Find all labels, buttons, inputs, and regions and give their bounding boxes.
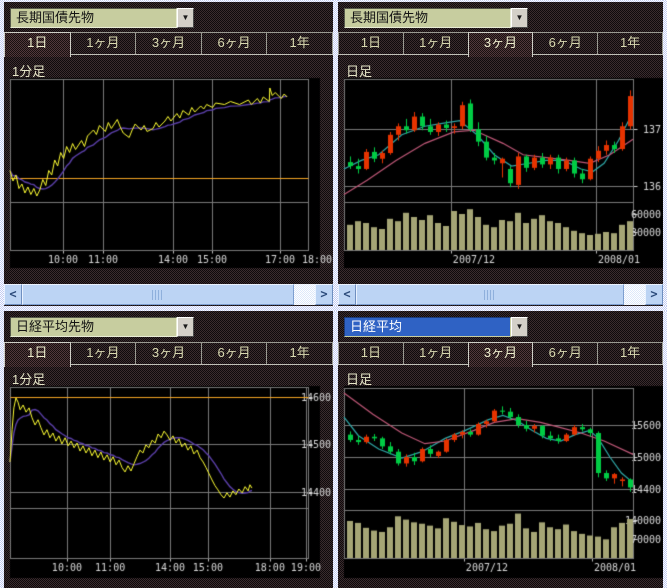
frame-edge-right [663, 0, 667, 588]
scrollbar-thumb[interactable] [356, 284, 624, 305]
tab-6ヶ月[interactable]: 6ヶ月 [532, 32, 599, 54]
tab-6ヶ月[interactable]: 6ヶ月 [532, 342, 599, 364]
instrument-dropdown-value[interactable]: 日経平均 [344, 317, 511, 337]
dropdown-arrow-icon[interactable]: ▼ [511, 317, 528, 337]
frame-divider-vertical [333, 0, 338, 588]
period-tabbar: 1日 1ヶ月 3ヶ月 6ヶ月 1年 [338, 32, 663, 57]
tab-1年[interactable]: 1年 [266, 32, 333, 54]
scrollbar-grip-icon [484, 290, 496, 300]
left-timeline-scrollbar[interactable]: < > [4, 284, 333, 305]
scroll-right-icon[interactable]: > [645, 284, 663, 305]
scrollbar-track[interactable] [294, 284, 315, 305]
tab-6ヶ月[interactable]: 6ヶ月 [200, 342, 268, 364]
tab-1ヶ月[interactable]: 1ヶ月 [69, 32, 137, 54]
scrollbar-thumb[interactable] [22, 284, 294, 305]
chart-type-label: 日足 [346, 64, 373, 79]
tab-1年[interactable]: 1年 [266, 342, 333, 364]
tab-1日[interactable]: 1日 [4, 342, 71, 367]
scroll-right-icon[interactable]: > [315, 284, 333, 305]
period-tabbar: 1日 1ヶ月 3ヶ月 6ヶ月 1年 [4, 32, 333, 57]
tab-1年[interactable]: 1年 [597, 342, 663, 364]
dropdown-arrow-icon[interactable]: ▼ [511, 8, 528, 28]
instrument-dropdown[interactable]: 長期国債先物 ▼ [10, 8, 194, 28]
instrument-dropdown-value[interactable]: 長期国債先物 [344, 8, 511, 28]
tab-1日[interactable]: 1日 [4, 32, 71, 57]
tab-1日[interactable]: 1日 [338, 32, 404, 54]
tab-6ヶ月[interactable]: 6ヶ月 [200, 32, 268, 54]
frame-edge-left [0, 0, 4, 588]
tab-1日[interactable]: 1日 [338, 342, 404, 364]
frame-divider-horizontal [0, 306, 667, 311]
tab-1ヶ月[interactable]: 1ヶ月 [402, 342, 469, 364]
scrollbar-track[interactable] [624, 284, 645, 305]
dropdown-arrow-icon[interactable]: ▼ [177, 317, 194, 337]
tab-1年[interactable]: 1年 [597, 32, 663, 54]
chart-type-label: 1分足 [12, 64, 46, 79]
scrollbar-grip-icon [152, 290, 164, 300]
tab-3ヶ月[interactable]: 3ヶ月 [467, 32, 534, 57]
period-tabbar: 1日 1ヶ月 3ヶ月 6ヶ月 1年 [4, 342, 333, 367]
tab-1ヶ月[interactable]: 1ヶ月 [69, 342, 137, 364]
scroll-left-icon[interactable]: < [4, 284, 22, 305]
tab-3ヶ月[interactable]: 3ヶ月 [467, 342, 534, 367]
instrument-dropdown-value[interactable]: 長期国債先物 [10, 8, 177, 28]
instrument-dropdown-value[interactable]: 日経平均先物 [10, 317, 177, 337]
scroll-left-icon[interactable]: < [338, 284, 356, 305]
instrument-dropdown[interactable]: 日経平均先物 ▼ [10, 317, 194, 337]
tab-3ヶ月[interactable]: 3ヶ月 [135, 342, 202, 364]
chart-type-label: 日足 [346, 372, 373, 387]
tab-1ヶ月[interactable]: 1ヶ月 [402, 32, 469, 54]
chart-type-label: 1分足 [12, 372, 46, 387]
right-timeline-scrollbar[interactable]: < > [338, 284, 663, 305]
tab-3ヶ月[interactable]: 3ヶ月 [135, 32, 202, 54]
instrument-dropdown[interactable]: 長期国債先物 ▼ [344, 8, 528, 28]
period-tabbar: 1日 1ヶ月 3ヶ月 6ヶ月 1年 [338, 342, 663, 367]
instrument-dropdown[interactable]: 日経平均 ▼ [344, 317, 528, 337]
dropdown-arrow-icon[interactable]: ▼ [177, 8, 194, 28]
